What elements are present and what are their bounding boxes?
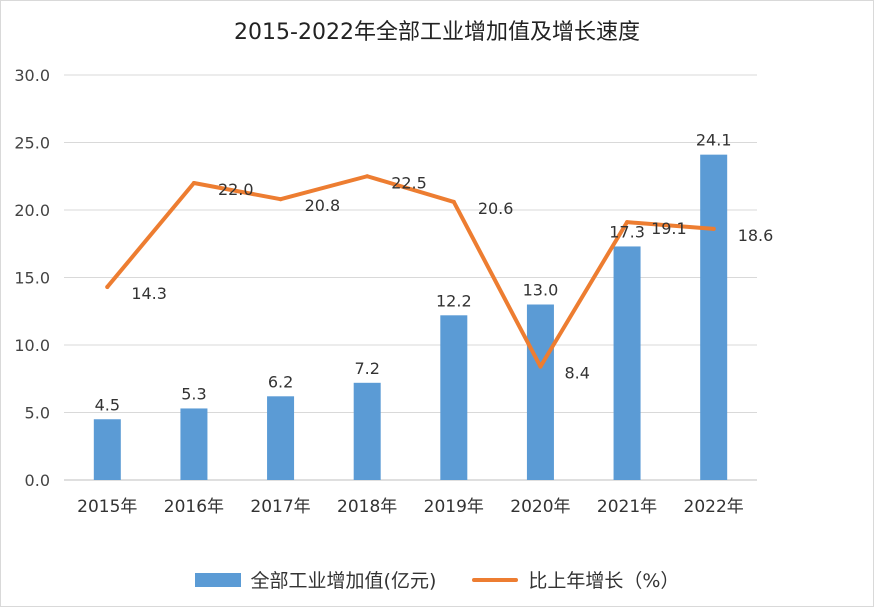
x-tick-label: 2018年	[337, 497, 397, 517]
line-data-label: 22.0	[218, 180, 254, 199]
x-tick-label: 2022年	[684, 497, 744, 517]
bar-data-label: 12.2	[436, 291, 472, 310]
line-data-label: 14.3	[131, 284, 167, 303]
legend-bar-swatch	[194, 572, 241, 587]
line-point	[711, 226, 716, 231]
bar	[526, 304, 554, 480]
line-point	[278, 197, 283, 202]
line-point	[365, 174, 370, 179]
bar-data-label: 6.2	[268, 372, 293, 391]
x-tick-label: 2017年	[250, 497, 310, 517]
x-tick-label: 2020年	[510, 497, 570, 517]
growth-line	[105, 174, 716, 369]
bar	[440, 315, 468, 480]
legend-line-label: 比上年增长（%）	[528, 570, 680, 592]
bar	[700, 154, 728, 480]
bar-data-label: 13.0	[523, 281, 559, 300]
line-data-label: 19.1	[651, 219, 687, 238]
y-tick-label: 15.0	[14, 269, 50, 288]
line-point	[451, 199, 456, 204]
legend-line-swatch	[472, 577, 519, 582]
x-tick-label: 2019年	[424, 497, 484, 517]
legend-item-bar: 全部工业增加值(亿元)	[194, 566, 437, 593]
line-data-label: 20.8	[305, 196, 341, 215]
y-tick-label: 5.0	[25, 404, 50, 423]
line-point	[191, 181, 196, 185]
x-tick-label: 2016年	[164, 497, 224, 517]
line-point	[538, 364, 543, 369]
y-tick-label: 20.0	[14, 201, 50, 220]
bar-data-label: 5.3	[181, 384, 206, 403]
bar	[93, 419, 121, 480]
line-point	[105, 284, 110, 289]
bar	[180, 408, 208, 480]
bar-data-label: 7.2	[354, 359, 379, 378]
line-point	[625, 220, 630, 225]
chart-title: 2015-2022年全部工业增加值及增长速度	[234, 20, 640, 45]
bar-data-label: 24.1	[696, 131, 732, 150]
legend-bar-label: 全部工业增加值(亿元)	[250, 570, 437, 592]
bar-data-label: 17.3	[609, 222, 645, 241]
bar-data-label: 4.5	[95, 395, 120, 414]
y-tick-label: 30.0	[14, 66, 50, 85]
bar	[613, 246, 641, 480]
y-tick-label: 0.0	[25, 471, 50, 490]
line-data-label: 18.6	[738, 226, 774, 245]
bar	[267, 396, 295, 480]
line-data-label: 8.4	[564, 364, 589, 383]
legend-item-line: 比上年增长（%）	[472, 566, 679, 593]
legend: 全部工业增加值(亿元) 比上年增长（%）	[0, 566, 874, 593]
y-tick-label: 25.0	[14, 134, 50, 153]
y-tick-label: 10.0	[14, 336, 50, 355]
line-data-label: 20.6	[478, 199, 514, 218]
x-tick-label: 2015年	[77, 497, 137, 517]
bar	[353, 382, 381, 480]
line-data-label: 22.5	[391, 173, 427, 192]
x-tick-label: 2021年	[597, 497, 657, 517]
